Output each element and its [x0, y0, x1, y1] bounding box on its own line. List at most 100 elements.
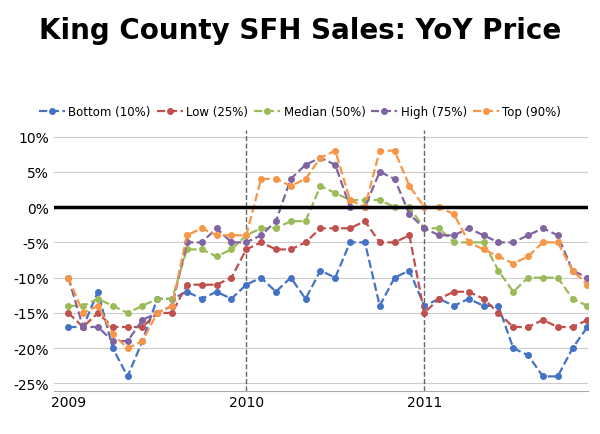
High (75%): [406, 212, 413, 217]
Median (50%): [124, 311, 131, 316]
Low (25%): [213, 283, 220, 288]
Low (25%): [569, 325, 576, 330]
Bottom (10%): [65, 325, 72, 330]
Median (50%): [584, 303, 591, 309]
Bottom (10%): [465, 296, 472, 302]
Median (50%): [65, 303, 72, 309]
High (75%): [154, 311, 161, 316]
Top (90%): [79, 311, 86, 316]
High (75%): [287, 177, 295, 182]
Low (25%): [332, 226, 339, 231]
High (75%): [272, 219, 280, 224]
Low (25%): [198, 283, 205, 288]
High (75%): [65, 276, 72, 281]
Low (25%): [109, 325, 116, 330]
Top (90%): [524, 254, 532, 260]
Top (90%): [242, 233, 250, 238]
Low (25%): [154, 311, 161, 316]
Top (90%): [451, 212, 458, 217]
Top (90%): [554, 240, 562, 245]
Bottom (10%): [109, 346, 116, 351]
Top (90%): [569, 268, 576, 273]
Top (90%): [257, 177, 265, 182]
Low (25%): [436, 296, 443, 302]
High (75%): [376, 170, 383, 175]
Top (90%): [198, 226, 205, 231]
High (75%): [124, 339, 131, 344]
Low (25%): [139, 325, 146, 330]
Median (50%): [539, 276, 547, 281]
Low (25%): [361, 219, 368, 224]
Bottom (10%): [272, 289, 280, 295]
Bottom (10%): [361, 240, 368, 245]
Top (90%): [421, 205, 428, 210]
Low (25%): [317, 226, 324, 231]
Median (50%): [346, 198, 353, 203]
High (75%): [79, 325, 86, 330]
Line: Top (90%): Top (90%): [65, 148, 590, 351]
Top (90%): [184, 233, 191, 238]
Median (50%): [257, 226, 265, 231]
Low (25%): [584, 318, 591, 323]
High (75%): [317, 156, 324, 161]
Bottom (10%): [584, 325, 591, 330]
Median (50%): [242, 233, 250, 238]
Bottom (10%): [421, 303, 428, 309]
Median (50%): [169, 296, 176, 302]
Top (90%): [436, 205, 443, 210]
Top (90%): [302, 177, 309, 182]
Low (25%): [465, 289, 472, 295]
Bottom (10%): [524, 353, 532, 358]
Median (50%): [109, 303, 116, 309]
High (75%): [198, 240, 205, 245]
Top (90%): [391, 149, 398, 154]
Median (50%): [569, 296, 576, 302]
Median (50%): [154, 296, 161, 302]
High (75%): [332, 163, 339, 168]
Median (50%): [184, 247, 191, 253]
Bottom (10%): [287, 276, 295, 281]
Low (25%): [539, 318, 547, 323]
High (75%): [524, 233, 532, 238]
Low (25%): [509, 325, 517, 330]
Median (50%): [228, 247, 235, 253]
Low (25%): [65, 311, 72, 316]
Low (25%): [228, 276, 235, 281]
Top (90%): [539, 240, 547, 245]
Top (90%): [272, 177, 280, 182]
Median (50%): [480, 240, 487, 245]
Median (50%): [436, 226, 443, 231]
Bottom (10%): [480, 303, 487, 309]
Bottom (10%): [436, 296, 443, 302]
Top (90%): [213, 233, 220, 238]
Median (50%): [139, 303, 146, 309]
Bottom (10%): [346, 240, 353, 245]
Bottom (10%): [539, 374, 547, 379]
Median (50%): [213, 254, 220, 260]
Median (50%): [524, 276, 532, 281]
Median (50%): [465, 240, 472, 245]
Top (90%): [228, 233, 235, 238]
Low (25%): [169, 311, 176, 316]
Low (25%): [480, 296, 487, 302]
Bottom (10%): [154, 296, 161, 302]
Top (90%): [94, 303, 101, 309]
High (75%): [539, 226, 547, 231]
Low (25%): [79, 325, 86, 330]
Bottom (10%): [139, 339, 146, 344]
Low (25%): [94, 311, 101, 316]
Bottom (10%): [184, 289, 191, 295]
Top (90%): [361, 205, 368, 210]
Top (90%): [480, 247, 487, 253]
Median (50%): [391, 205, 398, 210]
High (75%): [109, 339, 116, 344]
High (75%): [480, 233, 487, 238]
High (75%): [391, 177, 398, 182]
Low (25%): [391, 240, 398, 245]
High (75%): [509, 240, 517, 245]
Bottom (10%): [302, 296, 309, 302]
Legend: Bottom (10%), Low (25%), Median (50%), High (75%), Top (90%): Bottom (10%), Low (25%), Median (50%), H…: [34, 102, 566, 124]
High (75%): [184, 240, 191, 245]
Median (50%): [509, 289, 517, 295]
Median (50%): [421, 226, 428, 231]
